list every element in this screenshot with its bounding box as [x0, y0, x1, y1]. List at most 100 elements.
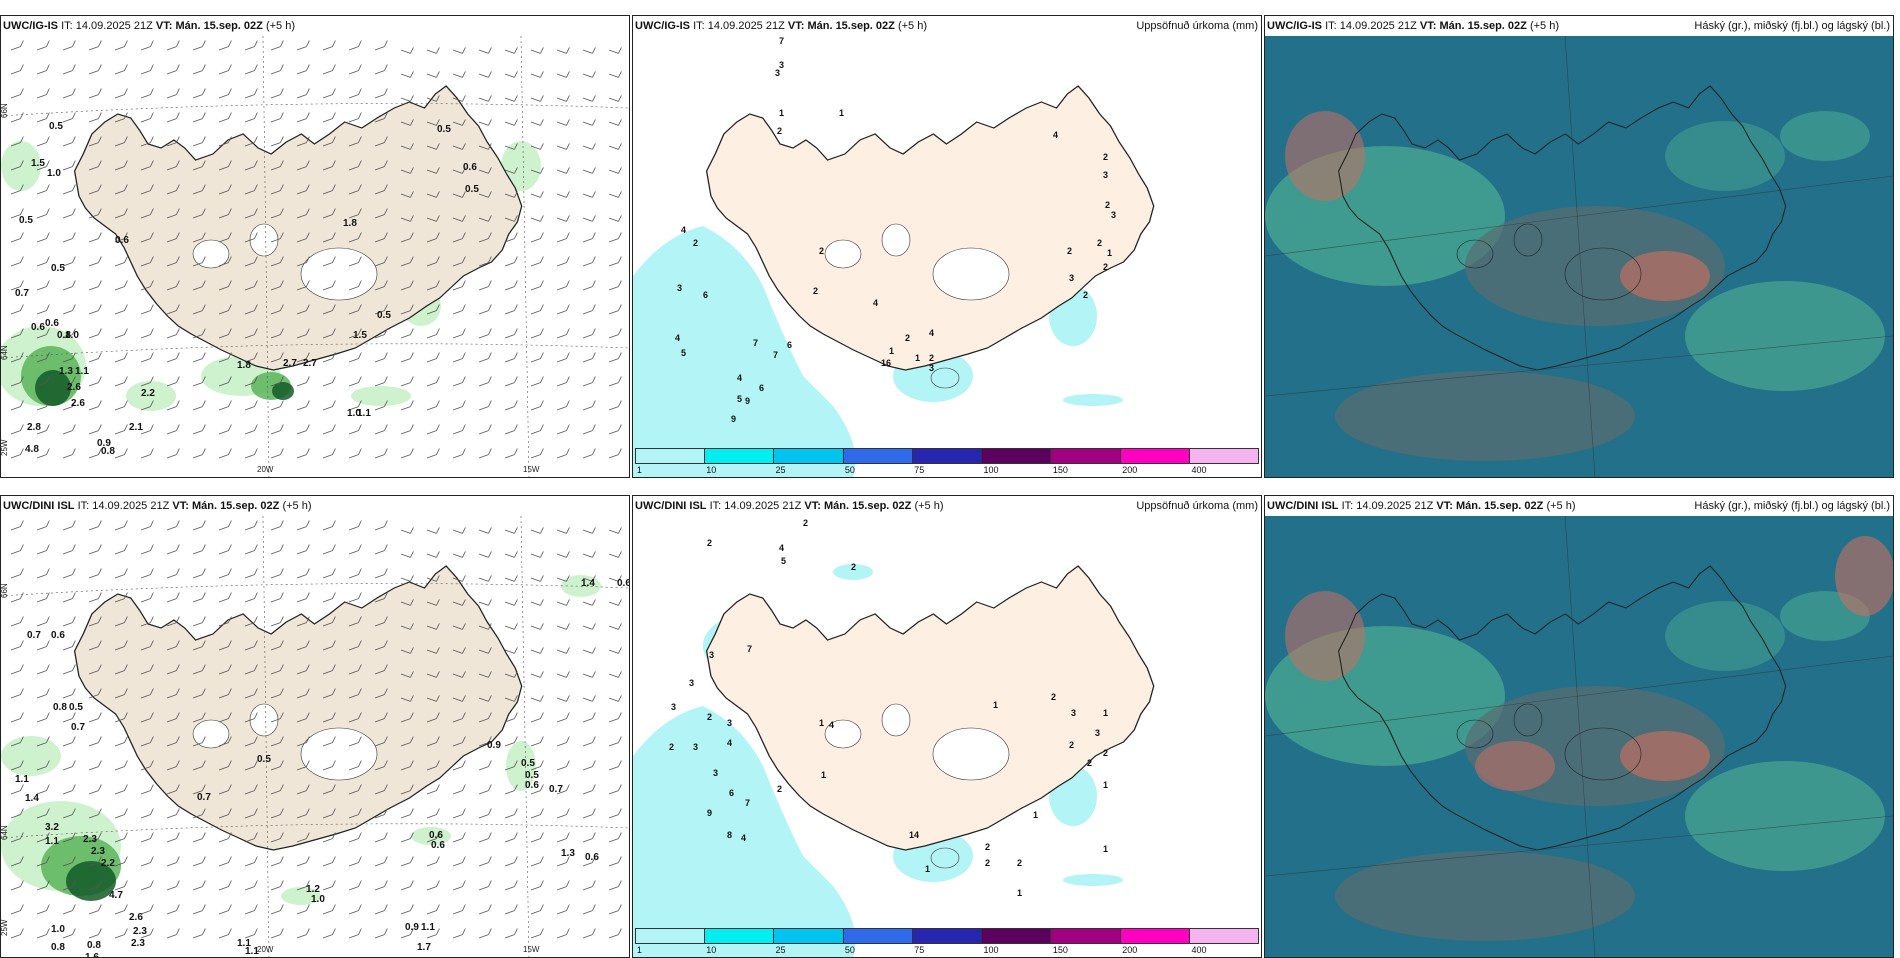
- precip-value-label: 1: [819, 718, 824, 728]
- wind-value-label: 1.5: [31, 158, 45, 169]
- wind-value-label: 1.3: [561, 848, 575, 859]
- wind-value-label: 0.6: [463, 162, 477, 173]
- precip-value-label: 3: [1069, 273, 1074, 283]
- colorbar-label: 150: [1052, 945, 1068, 955]
- precip-value-label: 3: [693, 742, 698, 752]
- precip-value-label: 2: [707, 538, 712, 548]
- wind-value-label: 0.6: [617, 578, 629, 589]
- colorbar-swatch: [1051, 929, 1121, 943]
- precip-value-label: 2: [1069, 740, 1074, 750]
- vt-value: Mán. 15.sep. 02Z: [191, 500, 280, 512]
- panel-title: Uppsöfnuð úrkoma (mm): [1136, 20, 1258, 32]
- wind-value-label: 1.8: [343, 218, 357, 229]
- wind-value-label: 0.5: [49, 121, 63, 132]
- precip-value-label: 9: [707, 808, 712, 818]
- precip-value-label: 1: [1033, 810, 1038, 820]
- panel-title: Uppsöfnuð úrkoma (mm): [1136, 500, 1258, 512]
- vt-label: VT:: [172, 500, 189, 512]
- wind-value-label: 1.0: [51, 924, 65, 935]
- precip-value-label: 2: [669, 742, 674, 752]
- precip-value-label: 2: [693, 238, 698, 248]
- vt-label: VT:: [1436, 500, 1453, 512]
- precip-value-label: 4: [1053, 130, 1058, 140]
- precip-value-label: 6: [703, 290, 708, 300]
- wind-value-label: 1.6: [85, 952, 99, 957]
- precip-value-label: 2: [813, 286, 818, 296]
- colorbar-swatch: [636, 449, 706, 463]
- wind-value-label: 1.1: [421, 922, 435, 933]
- wind-value-label: 0.8: [87, 940, 101, 951]
- wind-value-label: 3.2: [45, 822, 59, 833]
- precip-value-label: 3: [677, 283, 682, 293]
- panel-header: UWC/DINI ISL IT: 14.09.2025 21Z VT: Mán.…: [1, 496, 629, 516]
- colorbar-swatch: [843, 929, 913, 943]
- precip-value-label: 4: [681, 225, 686, 235]
- wind-value-label: 2.7: [283, 358, 297, 369]
- panel-title: Háský (gr.), miðský (fj.bl.) og lágský (…: [1694, 500, 1890, 512]
- precip-value-label: 7: [753, 338, 758, 348]
- panel-header: UWC/IG-IS IT: 14.09.2025 21Z VT: Mán. 15…: [1, 16, 629, 36]
- wind-value-label: 0.9: [97, 438, 111, 449]
- it-label: IT:: [709, 500, 722, 512]
- it-value: 14.09.2025 21Z: [724, 500, 802, 512]
- wind-value-label: 0.7: [197, 792, 211, 803]
- wind-value-label: 1.1: [245, 946, 259, 957]
- precip-value-label: 3: [709, 650, 714, 660]
- wind-value-label: 0.6: [431, 840, 445, 851]
- model-name: UWC/IG-IS: [3, 20, 58, 32]
- precip-value-label: 4: [829, 720, 834, 730]
- precip-value-label: 1: [1103, 844, 1108, 854]
- vt-value: Mán. 15.sep. 02Z: [175, 20, 263, 32]
- wind-value-label: 1.1: [237, 938, 251, 949]
- precip-value-label: 2: [1105, 200, 1110, 210]
- wind-value-label: 0.8: [57, 330, 71, 341]
- colorbar-swatch: [1189, 929, 1258, 943]
- model-name: UWC/DINI ISL: [1267, 500, 1339, 512]
- precip-value-label: 4: [929, 328, 934, 338]
- precip-value-label: 9: [731, 414, 736, 424]
- precip-value-label: 14: [909, 830, 919, 840]
- precip-value-label: 9: [745, 396, 750, 406]
- wind-value-label: 1.0: [65, 330, 79, 341]
- colorbar-swatch: [705, 929, 775, 943]
- wind-value-label: 2.6: [129, 912, 143, 923]
- wind-value-label: 1.0: [311, 894, 325, 905]
- precip-value-label: 2: [777, 784, 782, 794]
- wind-value-label: 1.8: [237, 360, 251, 371]
- precip-value-label: 2: [905, 333, 910, 343]
- colorbar-label: 25: [775, 945, 786, 955]
- wind-value-label: 2.2: [141, 388, 155, 399]
- precip-value-label: 3: [1095, 728, 1100, 738]
- colorbar-label: 25: [775, 465, 786, 475]
- vt-label: VT:: [1419, 20, 1437, 32]
- axis-label: 25W: [1, 919, 9, 936]
- colorbar-label: 50: [844, 465, 855, 475]
- colorbar-swatch: [1189, 449, 1258, 463]
- it-value: 14.09.2025 21Z: [1339, 20, 1417, 32]
- model-name: UWC/DINI ISL: [635, 500, 707, 512]
- wind-value-label: 0.5: [525, 770, 539, 781]
- precip-value-label: 2: [1097, 238, 1102, 248]
- colorbar-swatch: [912, 449, 983, 463]
- it-label: IT:: [1325, 20, 1337, 32]
- colorbar-swatch: [1120, 929, 1190, 943]
- panel-title: Háský (gr.), miðský (fj.bl.) og lágský (…: [1694, 20, 1890, 32]
- model-name: UWC/IG-IS: [635, 20, 690, 32]
- lead-time: (+5 h): [914, 500, 944, 512]
- colorbar-swatch: [774, 449, 844, 463]
- axis-label: 64N: [1, 825, 9, 840]
- it-value: 14.09.2025 21Z: [92, 500, 170, 512]
- wind-value-label: 1.3: [59, 366, 73, 377]
- wind-value-label: 2.1: [129, 422, 143, 433]
- colorbar-swatch: [982, 929, 1052, 943]
- wind-value-label: 1.5: [353, 330, 367, 341]
- axis-label: 20W: [257, 465, 274, 474]
- wind-value-label: 2.2: [101, 858, 115, 869]
- precip-value-label: 3: [1071, 708, 1076, 718]
- precip-value-label: 4: [741, 833, 746, 843]
- wind-value-label: 0.5: [19, 215, 33, 226]
- colorbar-label: 10: [706, 945, 717, 955]
- wind-value-label: 4.8: [25, 444, 39, 455]
- cloud-map-panel-top: UWC/IG-IS IT: 14.09.2025 21Z VT: Mán. 15…: [1264, 15, 1894, 478]
